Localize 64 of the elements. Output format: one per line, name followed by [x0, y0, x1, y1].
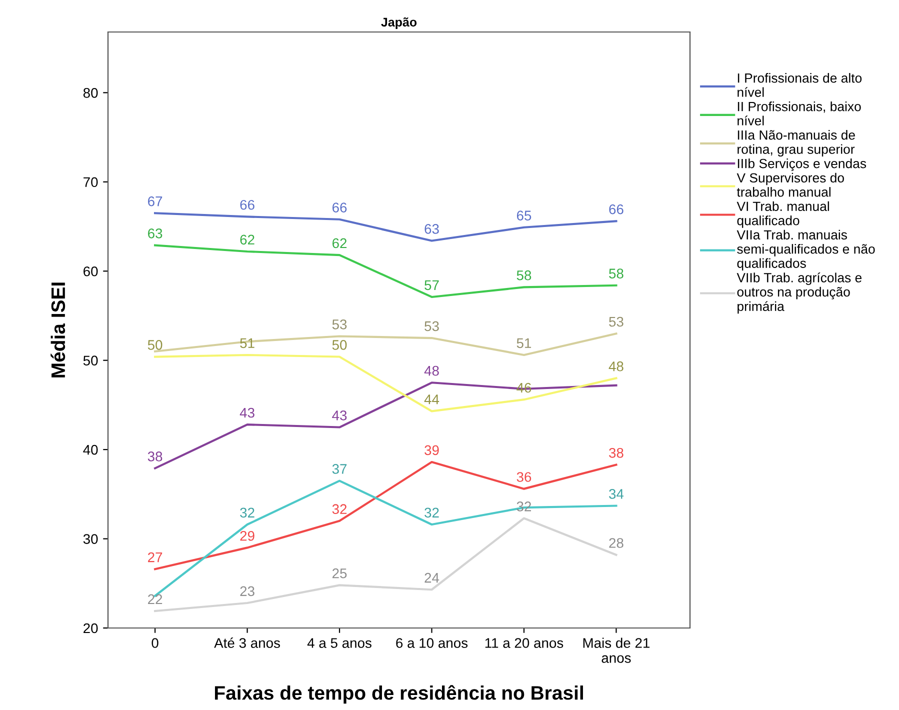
legend-label: IIIb Serviços e vendas — [738, 158, 866, 171]
data-label: 22 — [148, 594, 162, 604]
y-tick-label: 50 — [83, 356, 98, 366]
x-tick-label: 11 a 20 anos — [485, 638, 564, 648]
data-label: 57 — [424, 280, 439, 290]
data-label: 29 — [240, 530, 254, 541]
data-label: 27 — [148, 552, 162, 562]
y-axis-title: Média ISEI — [50, 282, 66, 378]
x-tick-label: 4 a 5 anos — [307, 638, 372, 648]
data-label: 53 — [609, 316, 624, 327]
y-tick-label: 40 — [83, 444, 98, 455]
legend-label: V Supervisores do trabalho manual — [736, 172, 844, 197]
y-tick-label: 20 — [84, 623, 98, 634]
data-label: 50 — [148, 340, 162, 350]
legend-label: IIIa Não-manuais de rotina, grau superior — [738, 130, 855, 157]
chart-title: Japão — [381, 17, 417, 30]
legend-label: II Profissionais, baixo nível — [738, 102, 861, 126]
data-label: 53 — [332, 320, 347, 330]
data-label: 53 — [424, 321, 439, 332]
data-label: 32 — [240, 508, 254, 518]
data-label: 48 — [424, 366, 439, 376]
y-tick-label: 30 — [83, 534, 98, 544]
y-tick-label: 80 — [83, 88, 98, 98]
data-label: 43 — [332, 410, 347, 420]
x-tick-label: Mais de 21 anos — [583, 638, 650, 663]
data-label: 63 — [148, 228, 162, 238]
data-label: 44 — [424, 394, 440, 404]
data-label: 24 — [424, 572, 440, 583]
data-label: 66 — [240, 200, 254, 210]
data-label: 67 — [148, 196, 162, 206]
data-label: 58 — [609, 268, 624, 278]
data-label: 34 — [609, 489, 624, 499]
data-label: 63 — [424, 224, 439, 234]
x-axis-title: Faixas de tempo de residência no Brasil — [214, 685, 583, 704]
legend-label: VI Trab. manual qualificado — [736, 201, 829, 228]
data-label: 65 — [516, 210, 532, 220]
x-tick-label: 6 a 10 anos — [396, 638, 468, 648]
legend-label: I Profissionais de alto nível — [738, 73, 862, 97]
data-label: 28 — [609, 538, 624, 548]
data-label: 23 — [240, 586, 254, 596]
data-label: 25 — [332, 568, 347, 578]
data-label: 51 — [240, 338, 254, 348]
data-label: 66 — [609, 204, 624, 214]
data-label: 50 — [332, 340, 347, 350]
data-label: 62 — [332, 238, 347, 248]
data-label: 58 — [516, 270, 532, 280]
data-label: 37 — [332, 464, 347, 474]
data-label: 36 — [516, 472, 532, 482]
data-label: 39 — [424, 445, 439, 456]
data-label: 32 — [424, 508, 439, 518]
y-tick-label: 60 — [84, 266, 98, 276]
data-label: 43 — [240, 408, 254, 418]
data-label: 62 — [240, 234, 254, 245]
legend-label: VIIa Trab. manuais semi-qualificados e não qualificados — [736, 230, 875, 271]
data-label: 38 — [609, 448, 624, 458]
y-tick-label: 70 — [84, 177, 98, 188]
legend-label: VIIb Trab. agrícolas e outros na produção primária — [736, 272, 862, 314]
data-label: 38 — [148, 452, 162, 462]
x-tick-label: Até 3 anos — [214, 638, 280, 648]
data-label: 51 — [516, 338, 532, 348]
data-label: 48 — [608, 361, 624, 372]
x-tick-label: 0 — [152, 638, 158, 648]
data-label: 66 — [332, 202, 347, 212]
data-label: 32 — [332, 504, 347, 514]
